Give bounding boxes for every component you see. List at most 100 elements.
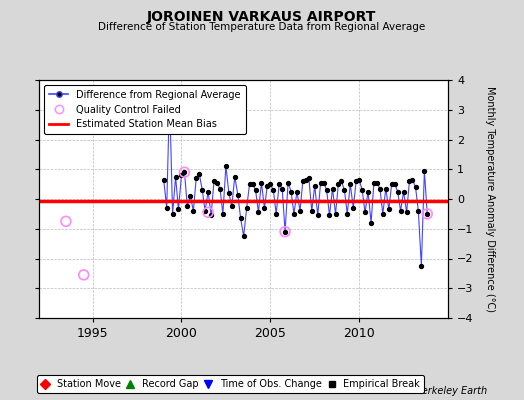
- Point: [420, 168, 429, 174]
- Point: [358, 187, 366, 193]
- Point: [414, 208, 422, 214]
- Point: [355, 176, 363, 183]
- Point: [266, 181, 275, 187]
- Point: [174, 206, 183, 213]
- Point: [423, 211, 431, 217]
- Point: [352, 178, 361, 184]
- Point: [367, 220, 375, 226]
- Point: [254, 209, 263, 216]
- Point: [381, 185, 390, 192]
- Point: [287, 188, 296, 195]
- Point: [299, 178, 307, 184]
- Point: [405, 178, 413, 184]
- Text: Difference of Station Temperature Data from Regional Average: Difference of Station Temperature Data f…: [99, 22, 425, 32]
- Point: [334, 181, 343, 187]
- Point: [308, 208, 316, 214]
- Point: [272, 211, 280, 217]
- Point: [293, 188, 301, 195]
- Point: [281, 228, 289, 235]
- Point: [304, 175, 313, 181]
- Point: [248, 181, 257, 187]
- Point: [189, 208, 198, 214]
- Point: [222, 163, 230, 170]
- Point: [349, 205, 357, 211]
- Point: [207, 212, 215, 218]
- Point: [329, 185, 337, 192]
- Point: [243, 205, 251, 211]
- Point: [183, 203, 191, 210]
- Point: [402, 209, 411, 216]
- Point: [296, 208, 304, 214]
- Point: [370, 180, 378, 186]
- Point: [361, 209, 369, 216]
- Point: [340, 187, 348, 193]
- Point: [394, 188, 402, 195]
- Point: [376, 185, 384, 192]
- Point: [204, 188, 212, 195]
- Point: [322, 187, 331, 193]
- Point: [62, 218, 70, 224]
- Point: [387, 181, 396, 187]
- Point: [171, 174, 180, 180]
- Point: [225, 190, 233, 196]
- Point: [263, 182, 271, 189]
- Point: [180, 169, 189, 176]
- Point: [373, 180, 381, 186]
- Point: [343, 211, 352, 217]
- Point: [411, 184, 420, 190]
- Point: [399, 188, 408, 195]
- Point: [236, 215, 245, 222]
- Point: [316, 180, 325, 186]
- Point: [281, 228, 289, 235]
- Point: [245, 181, 254, 187]
- Text: Berkeley Earth: Berkeley Earth: [415, 386, 487, 396]
- Point: [313, 212, 322, 218]
- Point: [396, 208, 405, 214]
- Point: [204, 209, 212, 216]
- Point: [80, 272, 88, 278]
- Point: [195, 170, 203, 177]
- Point: [408, 176, 417, 183]
- Point: [210, 178, 218, 184]
- Point: [302, 176, 310, 183]
- Point: [385, 206, 393, 213]
- Point: [219, 211, 227, 217]
- Point: [162, 205, 171, 211]
- Point: [168, 211, 177, 217]
- Point: [311, 182, 319, 189]
- Point: [213, 180, 221, 186]
- Legend: Difference from Regional Average, Quality Control Failed, Estimated Station Mean: Difference from Regional Average, Qualit…: [44, 85, 246, 134]
- Point: [364, 188, 372, 195]
- Point: [331, 211, 340, 217]
- Point: [239, 233, 248, 239]
- Point: [177, 172, 185, 178]
- Text: JOROINEN VARKAUS AIRPORT: JOROINEN VARKAUS AIRPORT: [147, 10, 377, 24]
- Point: [320, 180, 328, 186]
- Point: [252, 187, 260, 193]
- Point: [180, 169, 189, 176]
- Point: [337, 178, 346, 184]
- Point: [192, 175, 200, 181]
- Point: [325, 212, 334, 218]
- Point: [198, 187, 206, 193]
- Legend: Station Move, Record Gap, Time of Obs. Change, Empirical Break: Station Move, Record Gap, Time of Obs. C…: [37, 375, 424, 393]
- Point: [379, 211, 387, 217]
- Point: [260, 205, 269, 211]
- Point: [186, 193, 194, 199]
- Point: [346, 181, 354, 187]
- Point: [290, 211, 298, 217]
- Point: [278, 185, 287, 192]
- Point: [216, 185, 224, 192]
- Point: [227, 203, 236, 210]
- Point: [159, 176, 168, 183]
- Point: [390, 181, 399, 187]
- Point: [269, 187, 278, 193]
- Point: [423, 211, 431, 217]
- Point: [231, 174, 239, 180]
- Point: [234, 191, 242, 198]
- Point: [284, 180, 292, 186]
- Point: [257, 180, 266, 186]
- Point: [201, 208, 209, 214]
- Point: [275, 181, 283, 187]
- Point: [166, 92, 174, 98]
